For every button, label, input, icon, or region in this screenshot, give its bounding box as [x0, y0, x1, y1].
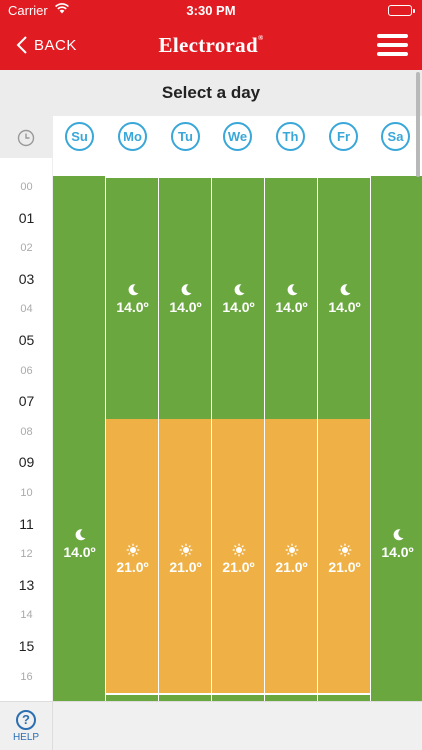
brand-logo: Electrorad® [158, 33, 264, 57]
economy-period-block[interactable] [106, 176, 159, 419]
day-button-we[interactable]: We [223, 122, 252, 151]
night-temperature: 14.0º [159, 283, 212, 315]
hour-label: 07 [18, 393, 35, 410]
hour-label: 03 [18, 270, 35, 287]
period-divider [106, 176, 370, 178]
day-column-su[interactable]: 14.0º [53, 176, 106, 701]
day-button-sa[interactable]: Sa [381, 122, 410, 151]
day-column-sa[interactable]: 14.0º [371, 176, 422, 701]
night-temperature: 14.0º [371, 528, 422, 560]
period-divider [106, 693, 370, 695]
column-divider [105, 176, 106, 701]
economy-period-block[interactable] [318, 176, 371, 419]
battery-icon [388, 5, 415, 16]
status-bar: Carrier 3:30 PM [0, 0, 422, 20]
grid-top-spacer [53, 158, 422, 176]
day-temperature: 21.0º [106, 543, 159, 575]
day-button-mo[interactable]: Mo [118, 122, 147, 151]
day-temperature: 21.0º [265, 543, 318, 575]
help-circle-icon: ? [16, 710, 36, 730]
sun-icon [106, 543, 159, 557]
night-temperature: 14.0º [106, 283, 159, 315]
column-divider [370, 176, 371, 701]
economy-period-block[interactable] [212, 176, 265, 419]
night-temperature: 14.0º [318, 283, 371, 315]
hour-label: 13 [18, 576, 35, 593]
hamburger-menu-icon[interactable] [377, 34, 408, 56]
day-column-tu[interactable]: 14.0º 21.0º [159, 176, 212, 701]
hour-label: 10 [20, 487, 33, 499]
night-temperature: 14.0º [265, 283, 318, 315]
hour-label: 05 [18, 332, 35, 348]
day-temperature: 21.0º [159, 543, 212, 575]
back-button[interactable]: BACK [10, 33, 77, 57]
hour-label: 04 [20, 303, 33, 316]
moon-icon [318, 283, 371, 297]
economy-period-block[interactable] [265, 176, 318, 419]
carrier-label: Carrier [8, 3, 48, 18]
day-column-th[interactable]: 14.0º 21.0º [265, 176, 318, 701]
night-temperature: 14.0º [53, 528, 106, 560]
moon-icon [265, 283, 318, 297]
clock-header-cell [0, 116, 53, 158]
day-selector-row: Su Mo Tu We Th Fr Sa [0, 116, 422, 158]
hour-label: 01 [18, 209, 35, 226]
night-temperature: 14.0º [212, 283, 265, 315]
moon-icon [106, 283, 159, 297]
hour-label: 16 [20, 670, 33, 683]
day-button-fr[interactable]: Fr [329, 122, 358, 151]
day-temperature: 21.0º [318, 543, 371, 575]
hour-label: 00 [20, 181, 33, 193]
moon-icon [159, 283, 212, 297]
day-column-we[interactable]: 14.0º 21.0º [212, 176, 265, 701]
hour-label: 15 [18, 638, 35, 654]
page-title: Select a day [0, 70, 422, 116]
column-divider [211, 176, 212, 701]
sun-icon [212, 543, 265, 557]
hour-label: 06 [20, 364, 33, 377]
column-divider [158, 176, 159, 701]
hour-label: 14 [20, 609, 33, 622]
nav-bar: BACK Electrorad® [0, 20, 422, 70]
day-button-th[interactable]: Th [276, 122, 305, 151]
clock-time: 3:30 PM [186, 3, 236, 18]
back-label: BACK [34, 36, 77, 54]
moon-icon [371, 528, 422, 542]
economy-period-block[interactable] [159, 176, 212, 419]
moon-icon [212, 283, 265, 297]
chevron-left-icon [16, 35, 28, 55]
day-column-fr[interactable]: 14.0º 21.0º [318, 176, 371, 701]
day-button-su[interactable]: Su [65, 122, 94, 151]
hour-label: 02 [20, 242, 33, 255]
day-column-mo[interactable]: 14.0º 21.0º [106, 176, 159, 701]
sun-icon [265, 543, 318, 557]
footer-bar: ? HELP [0, 701, 422, 750]
hour-label: 09 [18, 454, 35, 471]
hour-label: 11 [19, 515, 34, 532]
help-button[interactable]: ? HELP [0, 702, 53, 750]
moon-icon [53, 528, 106, 542]
wifi-icon [54, 2, 70, 17]
hours-column: 00 01 02 03 04 05 06 07 08 09 10 11 12 13 14 15 16 [0, 158, 53, 701]
day-temperature: 21.0º [212, 543, 265, 575]
scrollbar[interactable] [416, 72, 420, 177]
weekly-schedule-grid: 14.0º 14.0º 21.0º 14.0º 21.0º 14.0º 21.0º 14.0º… [53, 176, 422, 701]
hour-label: 12 [20, 548, 33, 561]
sun-icon [318, 543, 371, 557]
hour-label: 08 [20, 425, 33, 438]
help-label: HELP [12, 732, 40, 743]
column-divider [317, 176, 318, 701]
sun-icon [159, 543, 212, 557]
day-button-tu[interactable]: Tu [171, 122, 200, 151]
column-divider [264, 176, 265, 701]
